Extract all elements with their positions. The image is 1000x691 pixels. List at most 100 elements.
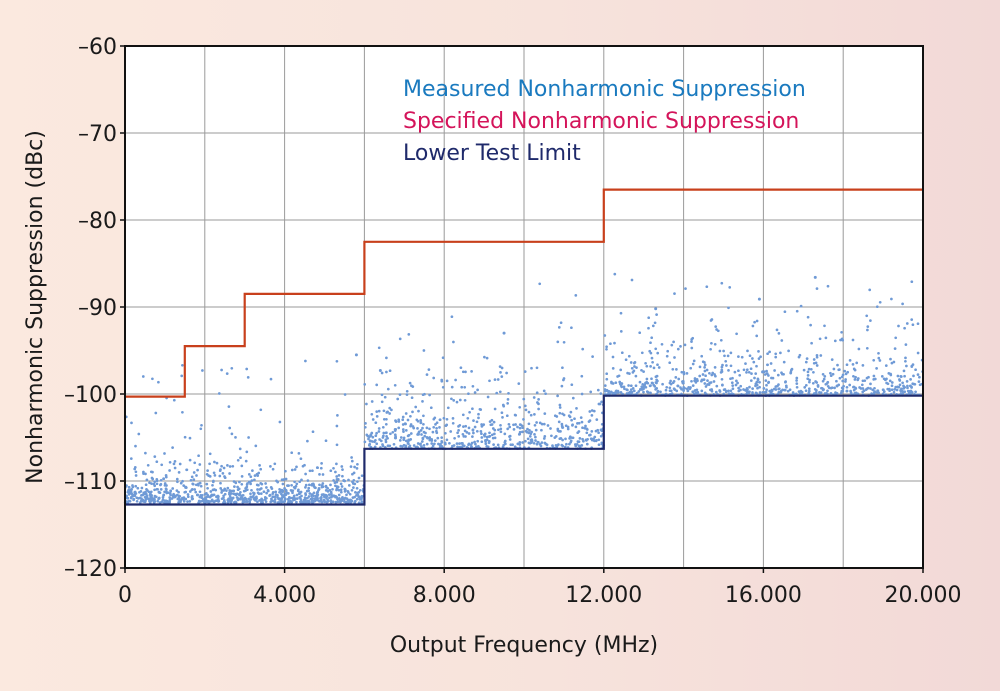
scatter-point (388, 444, 392, 448)
scatter-point (824, 382, 828, 386)
scatter-point (258, 464, 261, 467)
scatter-point (152, 482, 156, 486)
scatter-point (737, 386, 740, 390)
scatter-point (461, 432, 465, 436)
scatter-point (597, 438, 601, 442)
scatter-point (332, 479, 335, 482)
scatter-point (569, 439, 573, 443)
scatter-point (259, 492, 263, 495)
scatter-point (819, 391, 823, 394)
scatter-point (304, 486, 307, 489)
scatter-point (779, 351, 782, 355)
scatter-point (679, 345, 682, 348)
scatter-point (402, 438, 406, 442)
scatter-point (905, 380, 909, 383)
scatter-point (248, 500, 252, 504)
scatter-point (503, 439, 507, 443)
scatter-point (331, 500, 335, 504)
scatter-point (256, 474, 260, 477)
scatter-point (756, 386, 759, 390)
scatter-point (574, 425, 578, 429)
scatter-point (484, 442, 488, 446)
scatter-point (168, 469, 171, 472)
scatter-point (304, 359, 307, 363)
scatter-point (478, 407, 482, 411)
scatter-point (627, 354, 631, 358)
scatter-point (295, 482, 299, 486)
scatter-point (719, 371, 723, 374)
scatter-point (585, 442, 589, 446)
scatter-point (252, 492, 256, 496)
scatter-point (790, 367, 794, 371)
scatter-point (307, 486, 311, 490)
scatter-point (530, 430, 533, 434)
scatter-point (406, 440, 410, 443)
scatter-point (696, 379, 699, 383)
scatter-point (668, 386, 672, 390)
scatter-point (452, 399, 456, 402)
scatter-point (614, 381, 618, 385)
scatter-point (318, 473, 321, 476)
scatter-point (791, 391, 795, 394)
scatter-point (425, 426, 429, 430)
scatter-point (196, 468, 199, 472)
scatter-point (746, 391, 749, 395)
scatter-point (327, 493, 331, 496)
scatter-point (451, 444, 454, 448)
scatter-point (886, 387, 890, 391)
scatter-point (761, 390, 765, 394)
scatter-point (560, 384, 564, 388)
scatter-point (596, 388, 600, 392)
scatter-point (774, 355, 778, 359)
scatter-point (475, 445, 478, 449)
scatter-point (218, 469, 222, 473)
scatter-point (168, 496, 172, 499)
scatter-point (435, 426, 438, 430)
scatter-point (356, 462, 359, 466)
scatter-point (574, 294, 578, 297)
scatter-point (141, 375, 145, 378)
scatter-point (441, 356, 445, 360)
scatter-point (807, 389, 811, 393)
scatter-point (419, 429, 423, 432)
scatter-point (174, 495, 177, 498)
scatter-point (173, 460, 177, 463)
scatter-point (910, 391, 914, 394)
scatter-point (348, 498, 352, 502)
scatter-point (737, 369, 740, 373)
scatter-point (281, 495, 284, 499)
scatter-point (169, 489, 172, 493)
scatter-point (777, 387, 781, 391)
scatter-point (271, 467, 275, 471)
scatter-point (300, 494, 303, 498)
scatter-point (179, 481, 183, 485)
scatter-point (279, 500, 283, 504)
scatter-point (895, 388, 899, 392)
scatter-point (374, 434, 378, 438)
scatter-point (914, 390, 917, 394)
scatter-point (455, 442, 459, 445)
scatter-point (568, 435, 572, 439)
scatter-point (916, 351, 920, 355)
scatter-point (483, 432, 487, 436)
scatter-point (423, 392, 426, 396)
scatter-point (899, 375, 903, 378)
scatter-point (758, 391, 762, 394)
scatter-point (571, 436, 575, 440)
scatter-point (352, 471, 356, 475)
scatter-point (236, 458, 240, 462)
scatter-point (380, 393, 384, 397)
scatter-point (584, 424, 587, 428)
scatter-point (706, 383, 709, 386)
scatter-point (630, 278, 634, 282)
scatter-point (471, 384, 475, 388)
scatter-point (318, 483, 321, 487)
scatter-point (696, 390, 700, 394)
y-axis-title: Nonharmonic Suppression (dBc) (23, 130, 48, 484)
scatter-point (853, 391, 857, 395)
scatter-point (829, 386, 833, 390)
scatter-point (677, 377, 681, 381)
scatter-point (838, 368, 841, 371)
scatter-point (821, 372, 825, 376)
scatter-point (230, 366, 234, 370)
